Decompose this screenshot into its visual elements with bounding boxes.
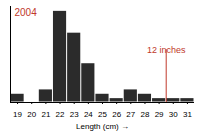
svg-text:30: 30 xyxy=(169,110,178,119)
svg-text:29: 29 xyxy=(155,110,164,119)
svg-text:26: 26 xyxy=(112,110,121,119)
svg-text:27: 27 xyxy=(126,110,135,119)
svg-text:28: 28 xyxy=(141,110,150,119)
svg-text:25: 25 xyxy=(98,110,107,119)
svg-text:20: 20 xyxy=(27,110,36,119)
svg-text:19: 19 xyxy=(13,110,22,119)
svg-text:2004: 2004 xyxy=(15,7,38,18)
svg-text:21: 21 xyxy=(41,110,50,119)
svg-text:31: 31 xyxy=(183,110,192,119)
svg-text:24: 24 xyxy=(84,110,93,119)
svg-text:Length (cm) →: Length (cm) → xyxy=(76,122,129,131)
svg-text:23: 23 xyxy=(70,110,79,119)
svg-text:12 inches: 12 inches xyxy=(147,45,186,55)
svg-text:22: 22 xyxy=(56,110,65,119)
